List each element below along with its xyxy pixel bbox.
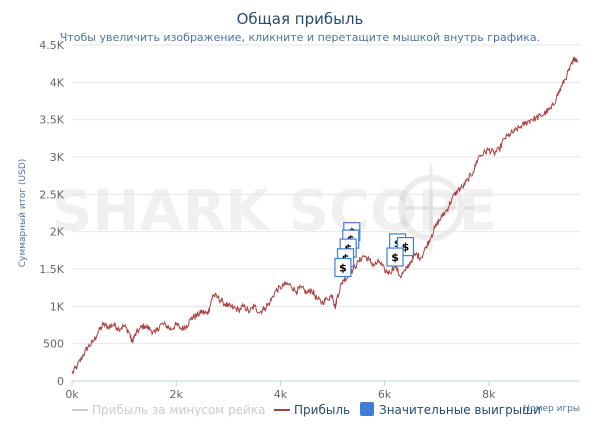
x-tick-label: 6k xyxy=(378,388,392,401)
y-tick-label: 3.5K xyxy=(39,114,64,127)
big-wins-markers: $$$$$$$$ xyxy=(334,222,415,278)
chart-subtitle: Чтобы увеличить изображение, кликните и … xyxy=(60,31,540,44)
y-gridlines xyxy=(72,44,580,345)
x-axis-title: Номер игры xyxy=(523,404,580,414)
big-win-marker-card xyxy=(386,247,404,267)
y-tick-label: 0 xyxy=(57,375,64,388)
legend-label-big-wins: Значительные выигрыши xyxy=(379,403,541,417)
dollar-icon: $ xyxy=(402,241,410,254)
x-axis-tick-labels: 0k 2k 4k 6k 8k xyxy=(65,381,496,401)
x-tick-label: 4k xyxy=(274,388,288,401)
big-win-marker[interactable]: $ xyxy=(386,247,404,267)
y-axis-title: Суммарный итог (USD) xyxy=(18,159,28,268)
legend-label-rake-profit: Прибыль за минусом рейка xyxy=(92,403,265,417)
y-tick-label: 1K xyxy=(50,300,65,313)
legend-item-profit[interactable]: Прибыль xyxy=(274,403,350,417)
x-tick-label: 8k xyxy=(482,388,496,401)
y-tick-label: 1.5K xyxy=(39,263,64,276)
big-win-marker[interactable]: $ xyxy=(334,257,352,278)
legend-item-rake-profit[interactable]: Прибыль за минусом рейка xyxy=(72,403,265,417)
y-tick-label: 2.5K xyxy=(39,188,64,201)
y-tick-label: 4.5K xyxy=(39,39,64,52)
big-win-marker-card xyxy=(334,257,352,278)
y-tick-label: 4K xyxy=(50,76,65,89)
legend-label-profit: Прибыль xyxy=(294,403,350,417)
dollar-icon: $ xyxy=(391,251,399,264)
series-profit-line xyxy=(71,56,578,375)
sharkscope-watermark: SHARK SCOPE xyxy=(52,179,497,244)
chart-title: Общая прибыль xyxy=(237,10,364,28)
legend-item-big-wins[interactable]: Значительные выигрыши xyxy=(360,402,541,417)
legend[interactable]: Прибыль за минусом рейка Прибыль Значите… xyxy=(72,402,541,417)
y-axis-tick-labels: 0 500 1K 1.5K 2K 2.5K 3K 3.5K 4K 4.5K xyxy=(39,39,64,388)
y-tick-label: 2K xyxy=(50,226,65,239)
x-tick-label: 2k xyxy=(170,388,184,401)
y-tick-label: 3K xyxy=(50,151,65,164)
y-tick-label: 500 xyxy=(43,338,64,351)
x-tick-label: 0k xyxy=(65,388,79,401)
dollar-icon: $ xyxy=(339,262,347,275)
